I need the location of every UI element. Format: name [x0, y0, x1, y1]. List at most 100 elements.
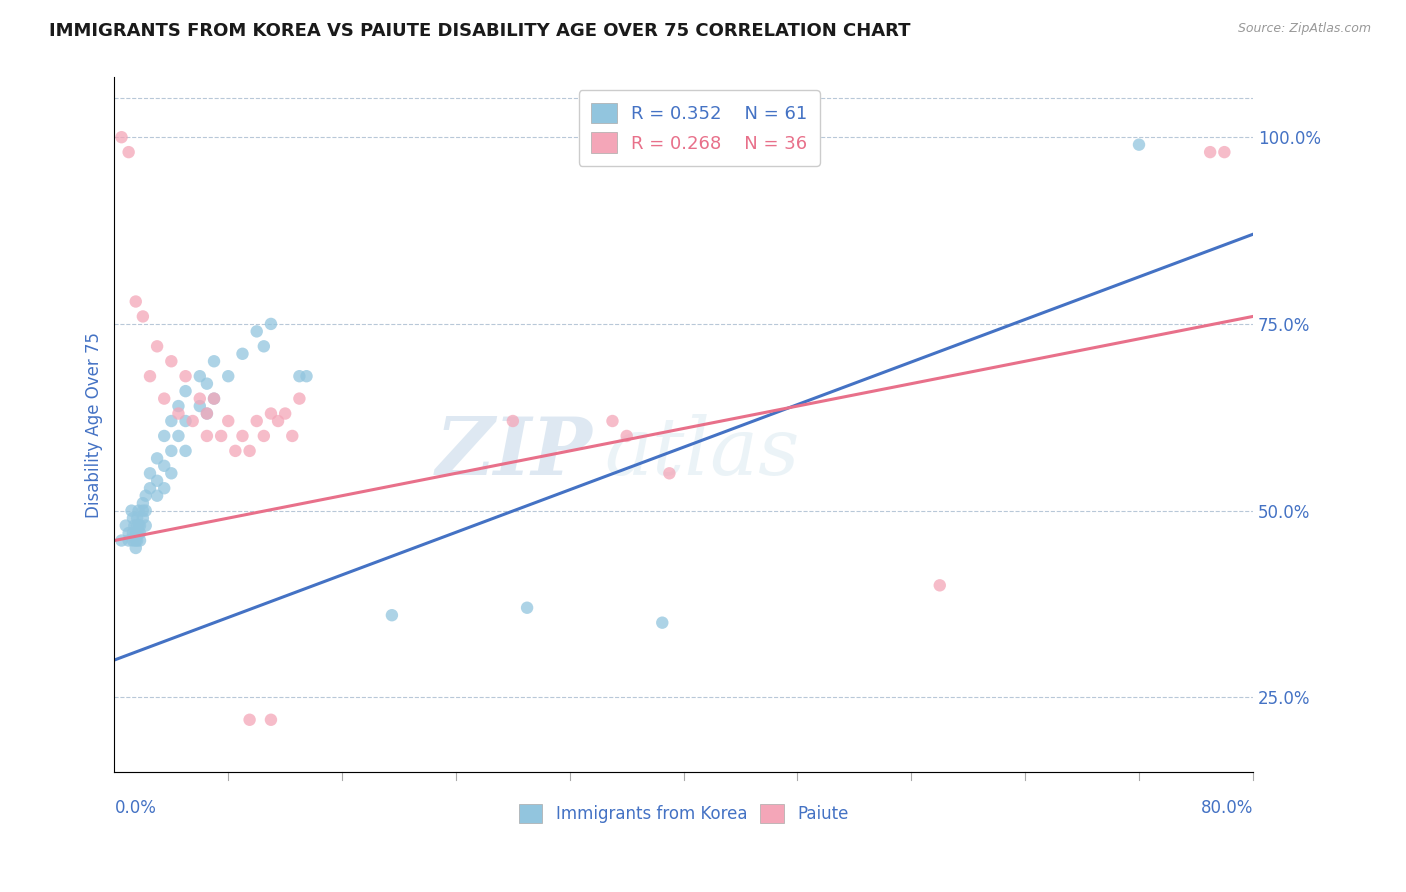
Point [202, 392, 225, 406]
Point [516, 600, 538, 615]
Point [132, 496, 155, 510]
Point [1213, 145, 1236, 160]
Point [281, 429, 304, 443]
Point [209, 429, 232, 443]
Point [146, 451, 169, 466]
Point [127, 533, 149, 548]
Point [188, 399, 211, 413]
Point [174, 384, 197, 398]
Point [381, 608, 404, 623]
Point [125, 533, 148, 548]
Point [602, 414, 624, 428]
Point [928, 578, 950, 592]
Point [122, 511, 145, 525]
Point [160, 354, 183, 368]
Point [146, 489, 169, 503]
Point [260, 713, 283, 727]
Point [260, 407, 283, 421]
Point [129, 533, 152, 548]
Point [1199, 145, 1222, 160]
Point [167, 429, 190, 443]
Point [195, 407, 218, 421]
Point [153, 481, 176, 495]
Point [217, 414, 239, 428]
Point [153, 392, 176, 406]
Point [129, 526, 152, 541]
Point [246, 414, 269, 428]
Point [239, 443, 262, 458]
Point [188, 392, 211, 406]
Text: IMMIGRANTS FROM KOREA VS PAIUTE DISABILITY AGE OVER 75 CORRELATION CHART: IMMIGRANTS FROM KOREA VS PAIUTE DISABILI… [49, 22, 911, 40]
Point [224, 443, 246, 458]
Point [253, 339, 276, 353]
Point [124, 518, 146, 533]
Point [132, 310, 155, 324]
Legend: Immigrants from Korea, Paiute: Immigrants from Korea, Paiute [509, 794, 859, 833]
Point [117, 526, 139, 541]
Point [174, 369, 197, 384]
Point [274, 407, 297, 421]
Point [288, 369, 311, 384]
Point [128, 503, 150, 517]
Point [114, 518, 136, 533]
Text: ZIP: ZIP [436, 414, 592, 491]
Point [246, 325, 269, 339]
Point [128, 526, 150, 541]
Point [127, 511, 149, 525]
Text: atlas: atlas [605, 414, 799, 491]
Point [195, 429, 218, 443]
Point [132, 503, 155, 517]
Point [127, 518, 149, 533]
Point [128, 518, 150, 533]
Point [110, 130, 132, 145]
Point [658, 467, 681, 481]
Point [160, 443, 183, 458]
Point [125, 294, 148, 309]
Point [195, 376, 218, 391]
Point [110, 533, 132, 548]
Point [122, 526, 145, 541]
Y-axis label: Disability Age Over 75: Disability Age Over 75 [86, 332, 103, 517]
Point [217, 369, 239, 384]
Point [122, 533, 145, 548]
Point [139, 467, 162, 481]
Point [174, 443, 197, 458]
Point [160, 414, 183, 428]
Point [153, 458, 176, 473]
Point [127, 526, 149, 541]
Point [231, 429, 253, 443]
Point [174, 414, 197, 428]
Text: Source: ZipAtlas.com: Source: ZipAtlas.com [1237, 22, 1371, 36]
Text: 80.0%: 80.0% [1201, 799, 1253, 817]
Text: 0.0%: 0.0% [114, 799, 156, 817]
Point [117, 533, 139, 548]
Point [146, 339, 169, 353]
Point [160, 467, 183, 481]
Point [125, 541, 148, 555]
Point [1128, 137, 1150, 152]
Point [231, 347, 253, 361]
Point [153, 429, 176, 443]
Point [260, 317, 283, 331]
Point [253, 429, 276, 443]
Point [167, 399, 190, 413]
Point [135, 489, 157, 503]
Point [267, 414, 290, 428]
Point [295, 369, 318, 384]
Point [188, 369, 211, 384]
Point [139, 481, 162, 495]
Point [121, 503, 143, 517]
Point [651, 615, 673, 630]
Point [288, 392, 311, 406]
Point [117, 145, 139, 160]
Point [181, 414, 204, 428]
Point [616, 429, 638, 443]
Point [195, 407, 218, 421]
Point [139, 369, 162, 384]
Point [202, 354, 225, 368]
Point [125, 526, 148, 541]
Point [135, 518, 157, 533]
Point [132, 511, 155, 525]
Point [135, 503, 157, 517]
Point [129, 518, 152, 533]
